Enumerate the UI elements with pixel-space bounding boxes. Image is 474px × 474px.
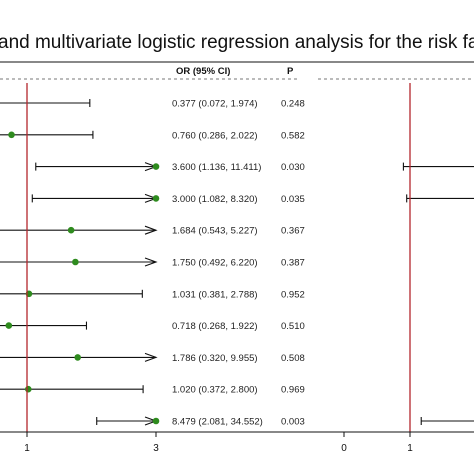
p-value: 0.003 bbox=[281, 417, 305, 428]
or-ci-value: 1.020 (0.372, 2.800) bbox=[172, 385, 258, 396]
or-point bbox=[152, 417, 160, 425]
or-point bbox=[72, 258, 79, 266]
p-value: 0.248 bbox=[281, 99, 305, 110]
or-ci-value: 1.786 (0.320, 9.955) bbox=[172, 353, 258, 364]
p-value: 0.582 bbox=[281, 130, 305, 141]
or-ci-value: 0.718 (0.268, 1.922) bbox=[172, 321, 258, 332]
p-value: 0.952 bbox=[281, 289, 305, 300]
ci-arrow bbox=[144, 352, 158, 362]
or-ci-value: 1.031 (0.381, 2.788) bbox=[172, 289, 258, 300]
right-panel-rows bbox=[402, 162, 474, 425]
or-ci-value: 3.000 (1.082, 8.320) bbox=[172, 194, 258, 205]
or-ci-value: 0.377 (0.072, 1.974) bbox=[172, 99, 258, 110]
or-point bbox=[67, 226, 75, 234]
p-value: 0.969 bbox=[281, 385, 305, 396]
or-ci-value: 1.684 (0.543, 5.227) bbox=[172, 226, 258, 237]
ci-arrow bbox=[144, 225, 158, 235]
or-point bbox=[74, 354, 81, 361]
left-tick-1-label: 1 bbox=[24, 443, 30, 454]
figure-title: and multivariate logistic regression ana… bbox=[0, 32, 474, 53]
left-panel-rows: 0.377 (0.072, 1.974) 0.248 0.760 (0.286, 2… bbox=[0, 99, 305, 428]
or-ci-value: 8.479 (2.081, 34.552) bbox=[172, 417, 263, 428]
p-value: 0.508 bbox=[281, 353, 305, 364]
p-value: 0.030 bbox=[281, 162, 305, 173]
or-point bbox=[152, 195, 160, 202]
p-header: P bbox=[287, 66, 294, 77]
or-ci-value: 0.760 (0.286, 2.022) bbox=[172, 130, 258, 141]
left-tick-3-label: 3 bbox=[153, 443, 159, 454]
or-ci-value: 3.600 (1.136, 11.411) bbox=[172, 162, 261, 173]
or-ci-header: OR (95% CI) bbox=[176, 66, 230, 77]
ci-arrow bbox=[144, 257, 158, 267]
right-tick-1-label: 1 bbox=[407, 443, 413, 454]
or-point bbox=[8, 131, 15, 139]
or-ci-value: 1.750 (0.492, 6.220) bbox=[172, 258, 258, 269]
p-value: 0.035 bbox=[281, 194, 305, 205]
or-point bbox=[5, 322, 13, 329]
right-tick-0-label: 0 bbox=[341, 443, 347, 454]
p-value: 0.387 bbox=[281, 258, 305, 269]
p-value: 0.510 bbox=[281, 321, 305, 332]
p-value: 0.367 bbox=[281, 226, 305, 237]
or-point bbox=[24, 385, 32, 393]
or-point bbox=[152, 163, 160, 170]
